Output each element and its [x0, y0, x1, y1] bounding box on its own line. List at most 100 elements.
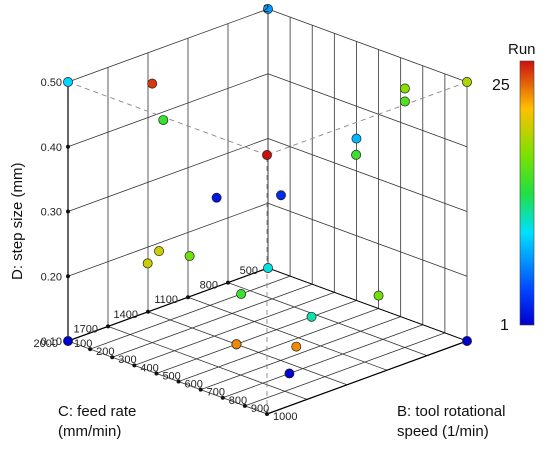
data-point [351, 133, 362, 144]
b-tick-label: 300 [118, 354, 136, 366]
b-tick-label-mark [242, 403, 247, 408]
data-point [284, 368, 295, 379]
floor-grid-line-b [222, 324, 423, 399]
floor-grid-line-b [134, 291, 335, 366]
data-point [263, 4, 273, 14]
left-wall-grid-line-z [67, 73, 269, 148]
c-tick-label-mark [146, 309, 150, 314]
colorbar-min-label: 1 [500, 317, 509, 334]
z-tick-label: 0.50 [41, 77, 62, 89]
c-axis-line [67, 267, 269, 342]
b-tick-label-mark [154, 371, 159, 376]
data-point [231, 339, 242, 350]
colorbar-gradient [519, 60, 535, 326]
top-corner-label: 2 [263, 3, 269, 15]
floor-grid-line-b [178, 308, 379, 382]
data-point [142, 258, 153, 269]
left-wall-grid-line-z [67, 8, 269, 83]
z-tick-label: 0.40 [41, 142, 62, 154]
floor-grid-line-c [187, 296, 388, 371]
data-point [63, 77, 73, 87]
b-tick-label: 1000 [273, 411, 297, 423]
b-tick-label-mark [88, 347, 93, 352]
data-point [211, 192, 222, 203]
floor-grid-line-c [107, 326, 308, 400]
data-point [154, 246, 165, 257]
c-axis-title-line2: (mm/min) [58, 423, 121, 440]
colorbar-max-label: 25 [492, 77, 510, 94]
b-tick-label: 600 [185, 379, 203, 391]
data-point [263, 263, 273, 273]
data-point [63, 336, 73, 346]
floor-grid-line-b [244, 332, 446, 407]
c-tick-label: 500 [240, 265, 258, 277]
data-point [184, 251, 195, 262]
b-tick-label: 900 [251, 403, 269, 415]
floor-grid-line-b [112, 283, 313, 358]
data-point [291, 341, 302, 352]
b-axis-line [266, 340, 468, 415]
data-point [351, 149, 362, 160]
b-axis-base [267, 267, 468, 342]
left-wall-grid-line-z [67, 138, 269, 212]
right-wall-grid-line-z [267, 73, 468, 148]
floor-grid-line-b [156, 300, 357, 374]
b-tick-label: 800 [229, 395, 247, 407]
floor-grid-line-c [227, 282, 428, 356]
floor-grid-line-b [89, 275, 291, 350]
c-tick-label: 1700 [74, 323, 98, 335]
colorbar-title: Run [508, 41, 536, 58]
floor-grid-line-c [147, 311, 348, 386]
data-point [399, 96, 410, 107]
right-wall-grid-line-z [267, 138, 468, 212]
data-point [276, 190, 286, 201]
c-tick-label: 1400 [114, 309, 138, 321]
c-tick-label: 800 [200, 280, 218, 292]
b-tick-label-mark [132, 363, 137, 368]
z-tick-label-mark [66, 274, 70, 279]
z-tick-label-mark [66, 144, 70, 149]
c-tick-label-mark [186, 295, 190, 300]
top-edge-dashed [266, 81, 468, 156]
b-tick-label-mark [220, 395, 225, 400]
c-axis-title-line1: C: feed rate [58, 403, 136, 420]
floor-grid-line-c [67, 340, 268, 415]
floor-grid-line-b [200, 316, 401, 391]
grid-lines [67, 8, 468, 415]
right-wall-grid-line-z [267, 202, 468, 277]
z-tick-label: 0.30 [41, 207, 62, 219]
data-point [158, 115, 169, 126]
left-wall-grid-line-z [67, 202, 269, 277]
data-point [399, 83, 410, 94]
b-tick-label: 700 [207, 387, 225, 399]
c-tick-label: 1100 [154, 294, 178, 306]
data-point [262, 150, 272, 160]
b-tick-label: 100 [74, 338, 92, 350]
b-tick-label-mark [110, 355, 115, 360]
right-wall-grid-line-z [267, 8, 468, 83]
z-tick-label: 0.10 [41, 336, 62, 348]
data-points [63, 4, 472, 379]
z-axis-title: D: step size (mm) [9, 162, 26, 280]
b-tick-label-mark [265, 412, 269, 416]
tick-labels: 0.10 0.20 0.30 0.40 0.50 500 800 1100 1400 1700 20… [34, 77, 298, 423]
data-point [462, 336, 472, 346]
data-point [462, 77, 472, 87]
c-tick-label-mark [106, 324, 110, 329]
b-tick-label-mark [198, 387, 203, 392]
b-tick-label-mark [176, 379, 181, 384]
z-tick-label-mark [66, 209, 70, 214]
c-tick-label: 2000 [34, 338, 58, 350]
data-point [236, 289, 247, 299]
b-tick-label: 200 [96, 346, 114, 358]
z-tick-label: 0.20 [41, 271, 62, 283]
data-point [373, 290, 384, 301]
b-tick-label: 400 [140, 362, 158, 374]
c-tick-label-mark [226, 280, 230, 285]
data-point [147, 78, 158, 89]
data-point [306, 311, 317, 322]
b-tick-label: 500 [162, 370, 180, 382]
colorbar: Run 25 1 [492, 41, 536, 334]
b-axis-title-line2: speed (1/min) [397, 423, 489, 440]
